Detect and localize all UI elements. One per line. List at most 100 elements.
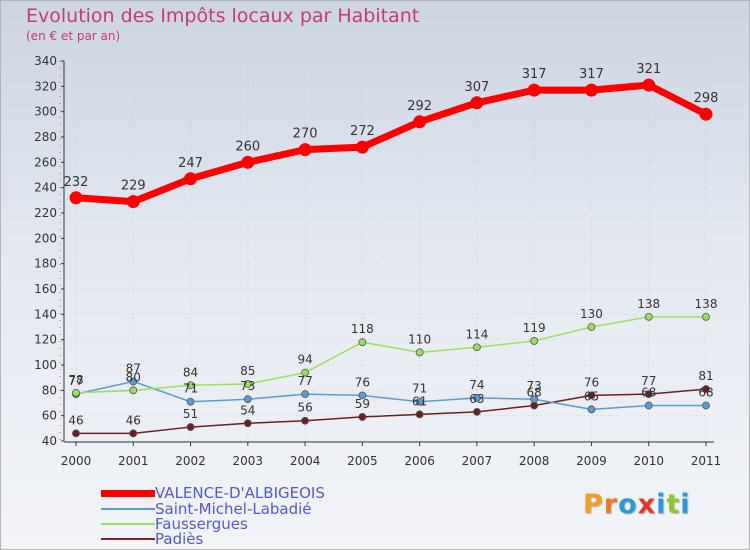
data-label: 85 [240, 364, 255, 378]
data-point [298, 143, 312, 157]
data-label: 77 [297, 374, 312, 388]
data-label: 68 [641, 386, 656, 400]
series-line [76, 388, 707, 435]
data-point [473, 343, 481, 352]
y-tick-label: 180 [34, 257, 57, 271]
data-label: 54 [240, 403, 255, 417]
x-tick-label: 2004 [290, 454, 321, 468]
data-point [473, 407, 481, 416]
data-label: 138 [695, 297, 718, 311]
data-point [587, 405, 596, 414]
data-label: 78 [68, 373, 83, 387]
data-label: 73 [527, 379, 542, 393]
y-tick-label: 120 [34, 333, 57, 347]
data-label: 80 [126, 370, 141, 384]
x-tick-label: 2001 [118, 454, 149, 468]
y-tick-label: 320 [34, 79, 57, 93]
data-point [301, 390, 309, 399]
data-label: 56 [297, 401, 312, 415]
data-label: 298 [694, 91, 719, 106]
data-label: 247 [178, 156, 203, 171]
legend-swatch-faussergues [101, 523, 155, 525]
data-point [699, 107, 713, 121]
data-point [587, 391, 596, 400]
data-label: 81 [698, 369, 713, 383]
data-label: 114 [465, 327, 488, 341]
data-label: 68 [698, 386, 713, 400]
data-label: 118 [351, 322, 374, 336]
data-label: 61 [412, 394, 427, 408]
data-point [186, 397, 195, 406]
y-tick-label: 200 [34, 231, 57, 245]
data-label: 87 [126, 361, 141, 375]
y-tick-label: 160 [34, 282, 57, 296]
data-point [184, 172, 198, 186]
series-line [75, 81, 708, 206]
legend-label-saint-michel: Saint-Michel-Labadié [155, 500, 312, 518]
legend-swatch-padies [101, 538, 155, 540]
y-tick-label: 80 [42, 383, 57, 397]
logo-letter: i [680, 489, 691, 520]
legend-item-valence: VALENCE-D'ALBIGEOIS [101, 484, 325, 502]
data-label: 321 [636, 62, 661, 77]
logo-letter: P [583, 489, 604, 520]
data-point [358, 413, 367, 421]
x-tick-label: 2011 [691, 454, 722, 468]
data-label: 270 [293, 127, 318, 142]
data-point [644, 390, 653, 399]
y-tick-label: 240 [34, 181, 57, 195]
data-label: 229 [121, 179, 146, 194]
data-point [584, 83, 598, 97]
x-tick-label: 2003 [233, 454, 264, 468]
logo-letter: t [666, 489, 681, 520]
chart-title: Evolution des Impôts locaux par Habitant [26, 5, 420, 27]
data-label: 272 [350, 124, 375, 139]
legend-swatch-saint-michel [101, 508, 155, 510]
data-point [644, 312, 653, 321]
data-label: 76 [355, 375, 370, 389]
y-tick-label: 220 [34, 206, 57, 220]
y-tick-label: 40 [42, 434, 57, 448]
legend-label-faussergues: Faussergues [155, 515, 248, 533]
data-label: 77 [641, 374, 656, 388]
y-tick-label: 340 [34, 54, 57, 68]
data-point [72, 388, 80, 397]
data-point [587, 323, 596, 331]
x-tick-label: 2010 [633, 454, 664, 468]
data-label: 51 [183, 407, 198, 421]
data-point [69, 191, 83, 205]
data-point [702, 385, 710, 393]
data-label: 46 [68, 413, 83, 427]
data-label: 46 [126, 413, 141, 427]
data-point [702, 401, 710, 410]
data-point [186, 381, 195, 390]
data-label: 76 [584, 375, 599, 389]
data-label: 260 [235, 139, 260, 154]
data-label: 77 [68, 374, 83, 388]
data-label: 119 [523, 321, 546, 335]
data-point [126, 195, 140, 209]
data-label: 110 [408, 332, 431, 346]
data-label: 74 [469, 378, 484, 392]
data-point [301, 416, 309, 425]
series-line [75, 380, 706, 411]
data-point [243, 380, 252, 388]
y-tick-label: 260 [34, 155, 57, 169]
x-tick-label: 2007 [462, 454, 493, 468]
data-point [413, 115, 427, 129]
data-label: 71 [412, 382, 427, 396]
data-point [415, 410, 424, 419]
data-label: 94 [297, 353, 312, 367]
data-point [129, 386, 138, 395]
data-point [644, 401, 653, 410]
data-point [355, 140, 369, 154]
data-label: 73 [240, 379, 255, 393]
series-line [75, 316, 706, 394]
logo-letter: o [618, 489, 638, 520]
x-tick-label: 2000 [61, 454, 92, 468]
logo-letter: i [656, 489, 667, 520]
data-point [702, 312, 710, 321]
data-point [129, 377, 138, 386]
